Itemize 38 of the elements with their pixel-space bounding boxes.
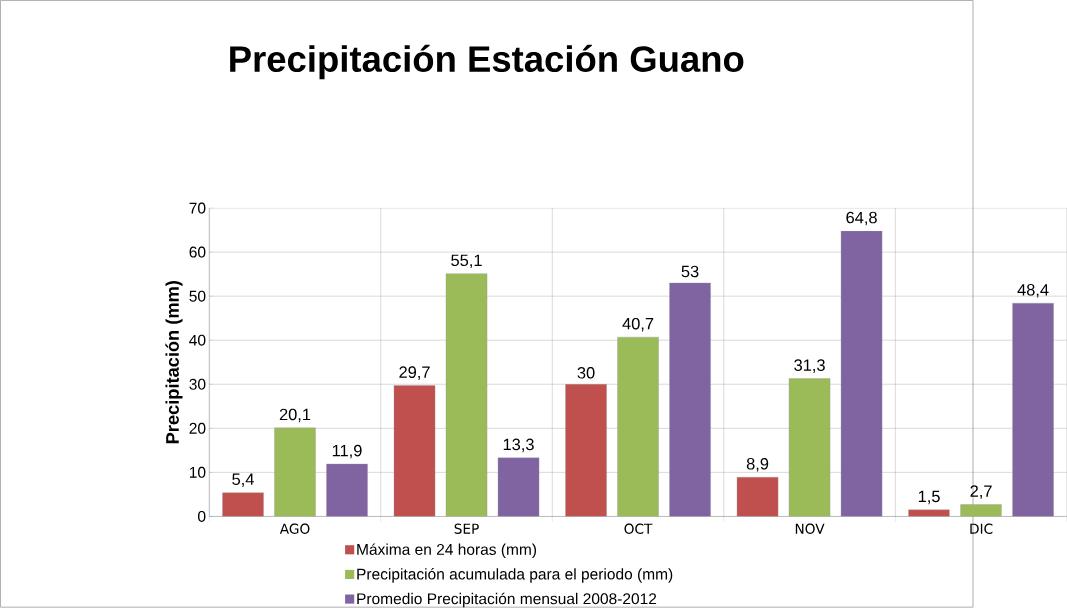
data-label: 1,5 bbox=[918, 490, 940, 505]
legend-label: Promedio Precipitación mensual 2008-2012 bbox=[357, 592, 657, 608]
x-tick-label: SEP bbox=[454, 523, 479, 534]
y-tick-label: 70 bbox=[189, 202, 206, 214]
x-tick-label: AGO bbox=[279, 523, 310, 534]
data-label: 53 bbox=[681, 265, 699, 278]
data-label: 48,4 bbox=[1017, 283, 1049, 298]
x-tick-label: OCT bbox=[624, 523, 653, 534]
data-label: 8,9 bbox=[746, 457, 769, 472]
y-tick-label: 50 bbox=[189, 290, 206, 302]
bar bbox=[222, 492, 264, 517]
data-label: 2,7 bbox=[970, 485, 992, 499]
data-label: 11,9 bbox=[332, 444, 362, 459]
bar bbox=[736, 476, 779, 517]
data-label: 30 bbox=[577, 366, 595, 379]
y-tick-label: 30 bbox=[189, 378, 206, 390]
bar bbox=[565, 384, 607, 517]
y-tick-label: 0 bbox=[198, 510, 206, 522]
chart-title: Precipitación Estación Guano bbox=[230, 44, 744, 80]
data-label: 13,3 bbox=[503, 438, 534, 453]
data-label: 29,7 bbox=[399, 366, 430, 380]
y-tick-label: 10 bbox=[189, 466, 206, 478]
data-label: 20,1 bbox=[279, 408, 311, 423]
data-label: 40,7 bbox=[622, 317, 654, 332]
legend-label: Máxima en 24 horas (mm) bbox=[357, 543, 537, 558]
data-label: 5,4 bbox=[232, 473, 254, 487]
data-label: 55,1 bbox=[451, 254, 482, 268]
x-tick-label: NOV bbox=[795, 523, 825, 534]
data-label: 64,8 bbox=[846, 211, 877, 226]
y-tick-label: 40 bbox=[189, 334, 206, 346]
y-tick-label: 20 bbox=[189, 422, 206, 434]
y-tick-label: 60 bbox=[189, 246, 206, 258]
legend-label: Precipitación acumulada para el periodo (mm) bbox=[357, 567, 673, 583]
data-label: 31,3 bbox=[794, 359, 825, 373]
bar bbox=[960, 504, 1002, 517]
y-axis-title: Precipitación (mm) bbox=[165, 280, 183, 444]
x-tick-label: DIC bbox=[970, 523, 993, 534]
bar bbox=[393, 385, 436, 517]
